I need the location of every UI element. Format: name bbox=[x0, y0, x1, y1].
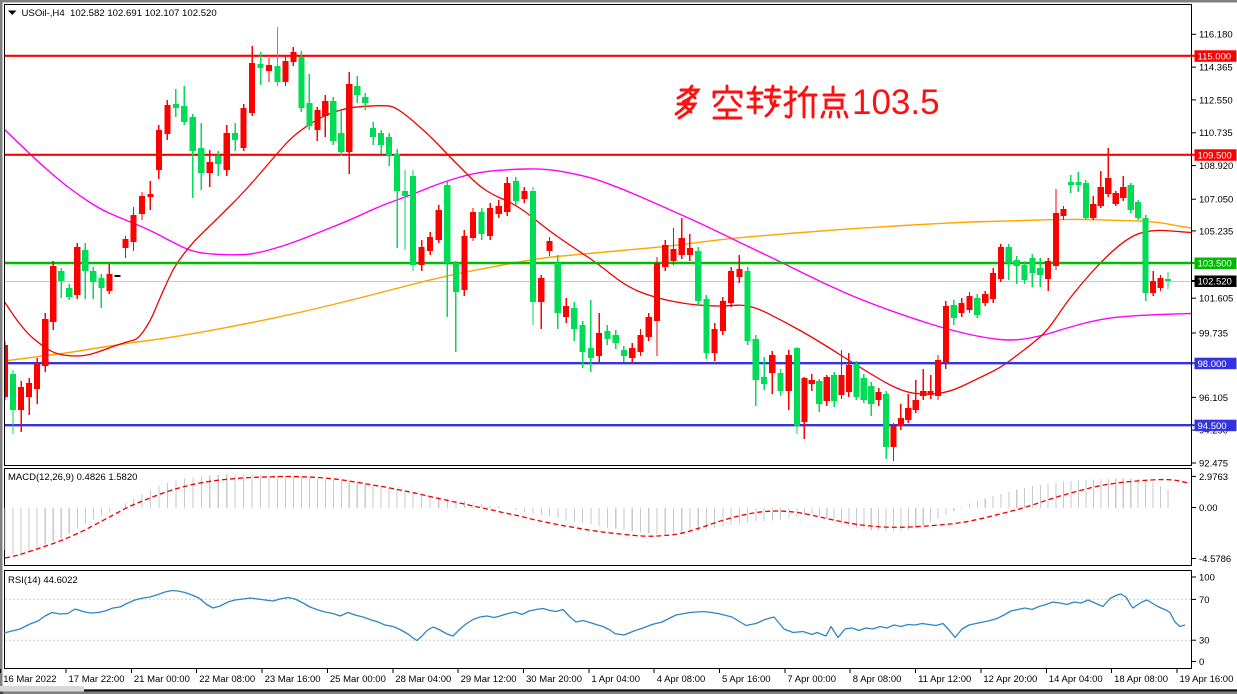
svg-text:18 Apr 08:00: 18 Apr 08:00 bbox=[1114, 674, 1168, 685]
svg-text:99.735: 99.735 bbox=[1199, 328, 1228, 339]
svg-text:70: 70 bbox=[1199, 595, 1210, 606]
svg-text:29 Mar 12:00: 29 Mar 12:00 bbox=[461, 674, 517, 685]
svg-text:MACD(12,26,9) 0.4826 1.5820: MACD(12,26,9) 0.4826 1.5820 bbox=[8, 472, 137, 483]
svg-text:30: 30 bbox=[1199, 636, 1210, 647]
svg-text:0.00: 0.00 bbox=[1199, 503, 1218, 514]
svg-text:103.500: 103.500 bbox=[1198, 259, 1232, 270]
svg-text:1 Apr 04:00: 1 Apr 04:00 bbox=[591, 674, 640, 685]
svg-text:16 Mar 2022: 16 Mar 2022 bbox=[3, 674, 56, 685]
svg-text:102.520: 102.520 bbox=[1198, 277, 1232, 288]
svg-text:100: 100 bbox=[1199, 572, 1215, 583]
svg-text:28 Mar 04:00: 28 Mar 04:00 bbox=[395, 674, 451, 685]
svg-text:USOil-,H4 102.582 102.691 102: USOil-,H4 102.582 102.691 102.107 102.52… bbox=[22, 8, 217, 19]
svg-text:4 Apr 08:00: 4 Apr 08:00 bbox=[657, 674, 706, 685]
svg-text:30 Mar 20:00: 30 Mar 20:00 bbox=[526, 674, 582, 685]
svg-text:101.605: 101.605 bbox=[1199, 294, 1233, 305]
svg-text:5 Apr 16:00: 5 Apr 16:00 bbox=[722, 674, 771, 685]
svg-text:2.9763: 2.9763 bbox=[1199, 472, 1228, 483]
svg-text:114.365: 114.365 bbox=[1199, 63, 1233, 74]
svg-text:14 Apr 04:00: 14 Apr 04:00 bbox=[1049, 674, 1103, 685]
svg-text:112.550: 112.550 bbox=[1199, 95, 1233, 106]
svg-text:7 Apr 00:00: 7 Apr 00:00 bbox=[787, 674, 836, 685]
svg-text:94.500: 94.500 bbox=[1198, 421, 1227, 432]
svg-text:116.180: 116.180 bbox=[1199, 30, 1233, 41]
svg-text:11 Apr 12:00: 11 Apr 12:00 bbox=[918, 674, 971, 685]
svg-text:-4.5786: -4.5786 bbox=[1199, 554, 1231, 565]
svg-text:96.105: 96.105 bbox=[1199, 393, 1228, 404]
svg-text:109.500: 109.500 bbox=[1198, 150, 1232, 161]
svg-text:108.920: 108.920 bbox=[1199, 161, 1233, 172]
svg-text:RSI(14) 44.6022: RSI(14) 44.6022 bbox=[8, 575, 78, 586]
svg-text:98.000: 98.000 bbox=[1198, 359, 1227, 370]
svg-text:8 Apr 08:00: 8 Apr 08:00 bbox=[853, 674, 902, 685]
svg-text:107.050: 107.050 bbox=[1199, 195, 1233, 206]
svg-text:103.5: 103.5 bbox=[852, 83, 940, 122]
svg-text:12 Apr 20:00: 12 Apr 20:00 bbox=[983, 674, 1037, 685]
svg-text:0: 0 bbox=[1199, 657, 1204, 668]
svg-text:105.235: 105.235 bbox=[1199, 226, 1233, 237]
svg-text:110.735: 110.735 bbox=[1199, 128, 1233, 139]
svg-text:17 Mar 22:00: 17 Mar 22:00 bbox=[69, 674, 125, 685]
svg-text:22 Mar 08:00: 22 Mar 08:00 bbox=[199, 674, 255, 685]
svg-text:23 Mar 16:00: 23 Mar 16:00 bbox=[265, 674, 321, 685]
svg-text:21 Mar 00:00: 21 Mar 00:00 bbox=[134, 674, 190, 685]
svg-text:92.475: 92.475 bbox=[1199, 458, 1228, 469]
svg-text:115.000: 115.000 bbox=[1198, 51, 1232, 62]
svg-text:25 Mar 00:00: 25 Mar 00:00 bbox=[330, 674, 386, 685]
svg-text:19 Apr 16:00: 19 Apr 16:00 bbox=[1180, 674, 1234, 685]
